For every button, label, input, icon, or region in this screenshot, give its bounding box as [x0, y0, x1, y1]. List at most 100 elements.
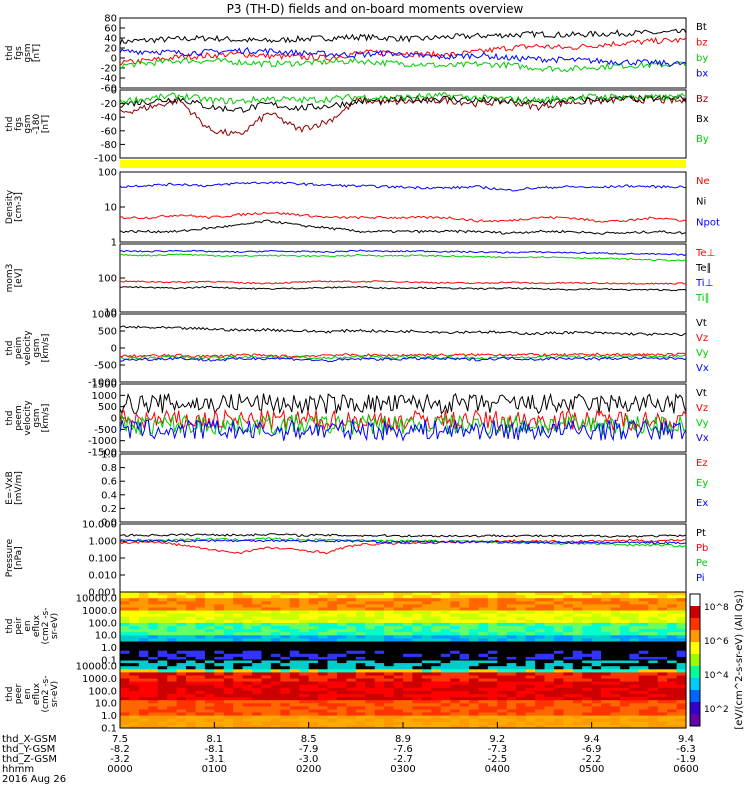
heatmap-cell [582, 672, 593, 677]
heatmap-cell [270, 687, 281, 692]
heatmap-cell [572, 629, 583, 633]
heatmap-cell [459, 629, 470, 633]
heatmap-cell [506, 644, 517, 649]
heatmap-cell [365, 616, 376, 621]
heatmap-cell [544, 700, 555, 704]
heatmap-cell [610, 644, 621, 649]
heatmap-cell [516, 613, 527, 618]
heatmap-cell [242, 626, 253, 630]
heatmap-cell [629, 663, 640, 667]
heatmap-cell [403, 697, 413, 701]
heatmap-cell [270, 669, 281, 673]
series-line-Ti⊥ [119, 249, 687, 257]
heatmap-cell [346, 712, 357, 717]
heatmap-cell [525, 687, 536, 692]
heatmap-cell [572, 690, 583, 695]
heatmap-cell [280, 694, 291, 698]
heatmap-cell [337, 644, 347, 649]
heatmap-cell [676, 598, 687, 602]
xaxis-row-label: thd_Y-GSM [2, 744, 55, 755]
xaxis-tick-value: -1.9 [676, 754, 696, 765]
heatmap-cell [412, 678, 423, 683]
heatmap-cell [252, 669, 263, 673]
heatmap-cell [638, 681, 649, 686]
heatmap-cell [469, 644, 479, 649]
heatmap-cell [582, 663, 593, 667]
heatmap-cell [516, 675, 527, 680]
heatmap-cell [195, 700, 206, 704]
heatmap-cell [233, 715, 244, 720]
heatmap-cell [355, 629, 366, 633]
heatmap-cell [223, 595, 234, 599]
heatmap-cell [431, 681, 442, 686]
legend-Vt: Vt [696, 318, 707, 329]
heatmap-cell [591, 607, 602, 612]
heatmap-cell [261, 690, 272, 695]
heatmap-cell [667, 684, 678, 689]
heatmap-cell [629, 697, 640, 701]
heatmap-cell [638, 687, 649, 692]
heatmap-cell [487, 622, 498, 627]
heatmap-cell [308, 653, 319, 658]
heatmap-cell [308, 694, 319, 698]
heatmap-cell [148, 663, 159, 667]
heatmap-cell [242, 595, 253, 599]
heatmap-cell [346, 619, 357, 624]
heatmap-cell [393, 724, 404, 729]
heatmap-cell [176, 598, 187, 602]
heatmap-cell [157, 635, 168, 639]
heatmap-cell [563, 681, 574, 686]
heatmap-cell [563, 644, 574, 649]
heatmap-cell [676, 653, 687, 658]
heatmap-cell [676, 690, 687, 695]
heatmap-cell [176, 703, 187, 707]
heatmap-cell [601, 694, 612, 698]
heatmap-cell [252, 601, 263, 605]
heatmap-cell [129, 700, 140, 704]
heatmap-cell [365, 675, 376, 680]
heatmap-cell [657, 622, 668, 627]
heatmap-cell [355, 632, 366, 636]
heatmap-cell [384, 604, 395, 609]
heatmap-cell [120, 718, 130, 723]
heatmap-cell [667, 681, 678, 686]
heatmap-cell [365, 622, 376, 627]
heatmap-cell [497, 660, 508, 664]
heatmap-cell [572, 672, 583, 677]
heatmap-cell [204, 601, 215, 605]
heatmap-cell [591, 669, 602, 673]
heatmap-cell [280, 635, 291, 639]
heatmap-cell [648, 638, 659, 643]
panel-ylabel-2: fgs [14, 117, 24, 131]
heatmap-cell [365, 669, 376, 673]
heatmap-cell [421, 690, 432, 695]
heatmap-cell [337, 626, 347, 630]
heatmap-cell [469, 678, 479, 683]
heatmap-cell [318, 666, 329, 670]
heatmap-cell [450, 647, 461, 652]
heatmap-cell [525, 619, 536, 624]
heatmap-cell [478, 619, 489, 624]
xaxis-tick-value: -3.0 [299, 754, 319, 765]
heatmap-cell [148, 650, 159, 655]
legend-Vy: Vy [696, 418, 709, 429]
heatmap-cell [393, 706, 404, 711]
heatmap-cell [270, 592, 281, 596]
heatmap-cell [374, 675, 385, 680]
heatmap-cell [299, 638, 310, 643]
heatmap-cell [487, 715, 498, 720]
heatmap-cell [120, 681, 130, 686]
heatmap-cell [535, 592, 546, 596]
heatmap-cell [667, 697, 678, 701]
heatmap-cell [186, 724, 196, 729]
heatmap-cell [553, 694, 564, 698]
heatmap-cell [403, 656, 413, 661]
heatmap-cell [535, 715, 546, 720]
heatmap-cell [176, 656, 187, 661]
heatmap-cell [327, 690, 338, 695]
heatmap-cell [318, 712, 329, 717]
heatmap-cell [563, 653, 574, 658]
heatmap-cell [459, 601, 470, 605]
heatmap-cell [346, 647, 357, 652]
heatmap-cell [648, 613, 659, 618]
